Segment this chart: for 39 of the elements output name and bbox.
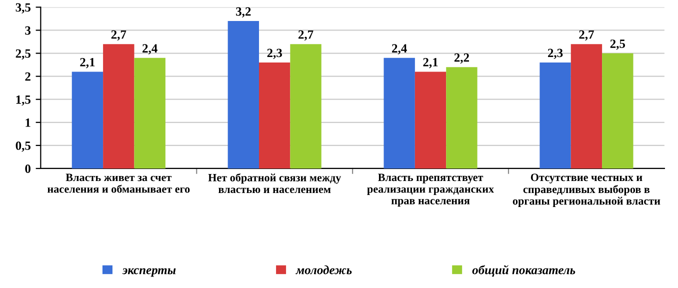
bar bbox=[570, 44, 602, 168]
legend-label: молодежь bbox=[296, 265, 352, 274]
x-tick-label: Власть препятствует реализации гражданских прав населения bbox=[367, 174, 494, 207]
data-label: 2,3 bbox=[267, 48, 282, 59]
bar bbox=[103, 44, 134, 168]
data-label: 2,2 bbox=[454, 53, 469, 64]
x-tick-label: Нет обратной связи между властью и населением bbox=[208, 173, 342, 194]
bar bbox=[72, 72, 104, 168]
y-tick-label: 0,5 bbox=[16, 141, 30, 152]
bar bbox=[602, 53, 634, 168]
y-tick-label: 2 bbox=[25, 72, 30, 81]
data-label: 2,4 bbox=[142, 44, 158, 54]
bar bbox=[446, 67, 478, 168]
bar bbox=[540, 62, 571, 168]
data-label: 2,1 bbox=[80, 58, 95, 68]
x-tick-label: Отсутствие честных и справедливых выборов в органы региональной власти bbox=[512, 174, 660, 207]
bar bbox=[228, 21, 259, 168]
data-label: 2,7 bbox=[111, 30, 126, 41]
data-label: 2,7 bbox=[579, 30, 594, 41]
x-tick-label: Власть живет за счет населения и обманывает его bbox=[47, 174, 190, 193]
bar bbox=[384, 58, 415, 168]
bar bbox=[134, 58, 166, 168]
y-tick-label: 2,5 bbox=[16, 49, 30, 60]
data-label: 2,4 bbox=[392, 44, 407, 54]
data-label: 2,3 bbox=[548, 48, 563, 59]
data-label: 2,5 bbox=[610, 40, 626, 50]
data-label: 2,7 bbox=[298, 30, 314, 41]
y-tick-label: 1,5 bbox=[16, 95, 30, 106]
bar bbox=[290, 44, 322, 168]
y-tick-label: 3 bbox=[25, 26, 31, 35]
y-tick-label: 3,5 bbox=[16, 3, 30, 14]
y-tick-label: 1 bbox=[26, 118, 30, 127]
data-label: 3,2 bbox=[236, 7, 251, 18]
y-tick-label: 0 bbox=[25, 164, 30, 173]
bar bbox=[258, 62, 290, 168]
data-label: 2,1 bbox=[423, 58, 438, 68]
bar bbox=[414, 72, 446, 168]
legend-label: общий показатель bbox=[472, 265, 576, 277]
legend-label: эксперты bbox=[122, 268, 176, 277]
